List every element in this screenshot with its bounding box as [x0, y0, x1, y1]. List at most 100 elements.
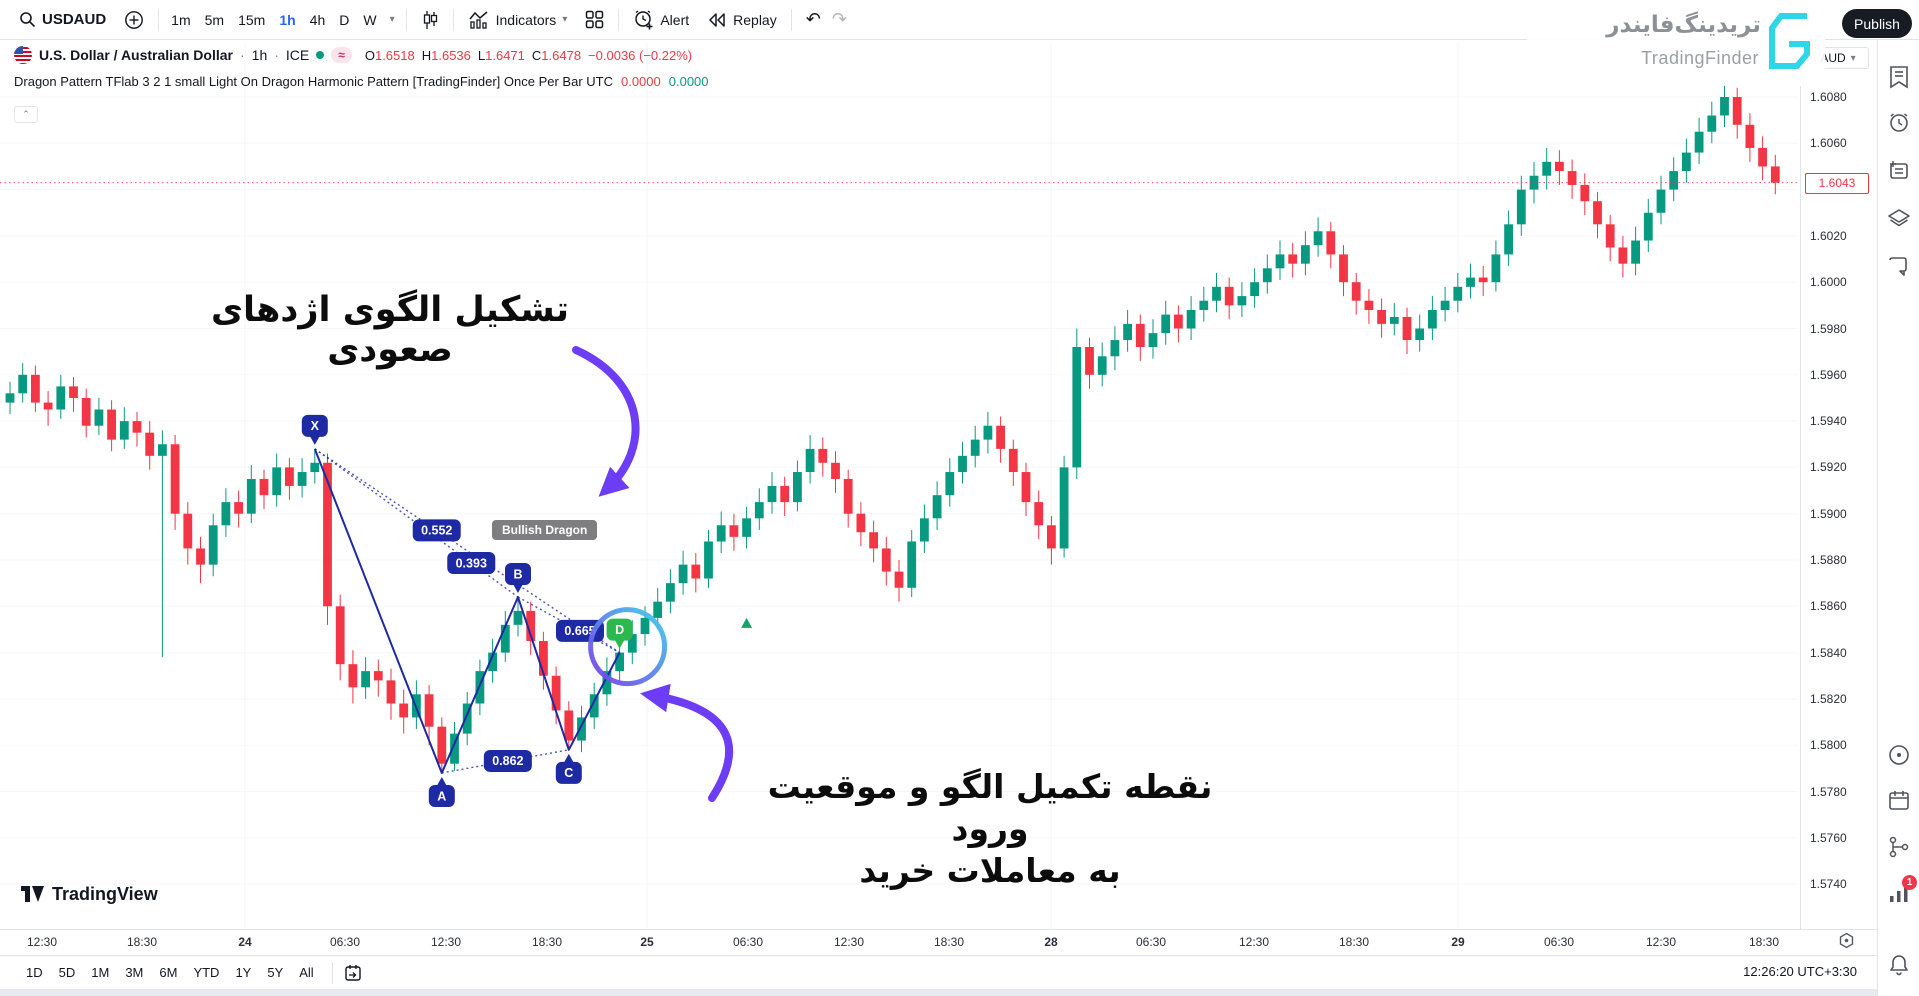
candle-body	[780, 485, 790, 503]
session-clock[interactable]: 12:26:20 UTC+3:30	[1743, 964, 1857, 979]
candle-body	[1389, 316, 1399, 324]
timeframe-1h[interactable]: 1h	[279, 11, 296, 28]
range-ytd[interactable]: YTD	[193, 965, 220, 980]
range-6m[interactable]: 6M	[159, 965, 178, 980]
replay-icon	[709, 12, 725, 27]
notification-badge: 1	[1902, 875, 1917, 890]
fib-label-box	[555, 619, 604, 642]
price-axis[interactable]: AUD ▾ 1.60801.60601.60401.60201.60001.59…	[1800, 40, 1877, 929]
currency-selector[interactable]: AUD ▾	[1807, 47, 1869, 69]
go-to-date-icon[interactable]	[343, 963, 363, 983]
candle-body	[1631, 240, 1640, 264]
candle-body	[1021, 472, 1031, 503]
range-1m[interactable]: 1M	[91, 965, 110, 980]
candle-body	[1275, 254, 1285, 269]
indicators-icon	[469, 10, 488, 29]
calendar-icon[interactable]	[1886, 788, 1912, 814]
price-tick: 1.6080	[1810, 90, 1847, 104]
candle-body	[1110, 340, 1120, 357]
candle-body	[1453, 286, 1463, 301]
chat-icon[interactable]	[1886, 254, 1912, 280]
layout-grid-button[interactable]	[576, 6, 613, 34]
range-1d[interactable]: 1D	[26, 965, 43, 980]
time-tick: 12:30	[833, 935, 865, 949]
range-all[interactable]: All	[299, 965, 314, 980]
help-target-icon[interactable]	[1886, 742, 1912, 768]
bottom-toolbar: 1D 5D 1M 3M 6M YTD 1Y 5Y All 12:26:20 UTC+3:30	[0, 955, 1877, 989]
candle-body	[831, 462, 840, 479]
pattern-point-D	[606, 618, 633, 641]
candle-body	[653, 601, 663, 618]
tradingview-logo[interactable]: TradingView	[20, 883, 158, 905]
price-tick: 1.5920	[1810, 460, 1847, 475]
chart-style-button[interactable]	[412, 6, 448, 34]
candle-body	[1250, 282, 1259, 297]
pattern-dotted-line	[314, 448, 519, 598]
timeframe-15m[interactable]: 15m	[238, 11, 266, 28]
range-5y[interactable]: 5Y	[267, 965, 284, 980]
news-list-icon[interactable]	[1886, 158, 1912, 184]
timeframe-5m[interactable]: 5m	[204, 11, 225, 28]
alert-label: Alert	[660, 11, 690, 28]
branch-icon[interactable]	[1886, 834, 1912, 860]
candle-body	[462, 703, 472, 734]
svg-text:A: A	[437, 789, 446, 803]
publish-button[interactable]: Publish	[1842, 9, 1912, 38]
pattern-name-tooltip: Bullish Dragon	[492, 520, 598, 540]
candle-body	[475, 671, 485, 704]
brand-name-farsi: تریدینگ‌فایندر	[1606, 12, 1761, 38]
timeframe-1m[interactable]: 1m	[171, 11, 191, 28]
candle-body	[970, 439, 980, 456]
chevron-down-icon[interactable]: ▾	[389, 14, 395, 25]
bell-icon[interactable]	[1886, 952, 1912, 978]
svg-text:D: D	[615, 623, 624, 637]
range-1y[interactable]: 1Y	[235, 965, 252, 980]
candle-body	[1605, 224, 1615, 248]
candle-body	[1364, 300, 1374, 310]
pattern-point-B	[505, 563, 531, 586]
interval-label: 1h	[251, 47, 268, 63]
compare-add-button[interactable]	[115, 6, 153, 34]
timeframe-4h[interactable]: 4h	[309, 11, 326, 28]
candle-body	[107, 409, 116, 440]
candle-body	[1643, 212, 1653, 241]
range-3m[interactable]: 3M	[125, 965, 144, 980]
indicator-legend[interactable]: Dragon Pattern TFlab 3 2 1 small Light O…	[14, 74, 709, 89]
candle-body	[297, 472, 307, 486]
candle-body	[1428, 309, 1437, 329]
candle-body	[1669, 171, 1679, 190]
alerts-clock-icon[interactable]	[1886, 110, 1912, 136]
indicators-button[interactable]: Indicators ▾	[459, 6, 577, 34]
timeframe-D[interactable]: D	[339, 11, 350, 28]
us-flag-icon	[14, 46, 32, 64]
timeframe-W[interactable]: W	[363, 11, 377, 28]
indicators-label: Indicators	[495, 11, 557, 28]
candle-body	[56, 386, 66, 410]
redo-button[interactable]: ↷	[831, 9, 847, 29]
candle-body	[424, 694, 434, 727]
data-feed-icon[interactable]: 1	[1886, 875, 1917, 906]
price-tick: 1.5740	[1810, 877, 1847, 892]
alert-button[interactable]: Alert	[624, 6, 698, 34]
undo-button[interactable]: ↶	[805, 9, 821, 29]
candle-body	[1504, 224, 1513, 255]
candle-body	[310, 462, 320, 473]
candle-body	[1301, 245, 1310, 264]
symbol-search[interactable]: USDAUD	[10, 6, 115, 34]
replay-button[interactable]: Replay	[698, 6, 786, 34]
candle-body	[119, 421, 129, 440]
harmonic-pattern-layer: 0.552 0.393 0.665 0.862 X A B C D	[301, 414, 753, 807]
watchlist-icon[interactable]	[1886, 64, 1912, 90]
time-axis[interactable]: 12:30 18:30 24 06:30 12:30 18:30 25 06:30 12:30 1…	[0, 929, 1877, 955]
axis-settings-icon[interactable]	[1838, 932, 1855, 949]
fib-label-box	[447, 551, 496, 574]
candle-body	[1313, 231, 1323, 246]
candle-body	[132, 421, 142, 433]
grid-layout-icon	[586, 10, 604, 29]
symbol-legend[interactable]: U.S. Dollar / Australian Dollar · 1h · I…	[14, 46, 692, 64]
candle-body	[1085, 347, 1094, 375]
range-5d[interactable]: 5D	[58, 965, 76, 980]
legend-collapse-button[interactable]: ⌃	[14, 106, 38, 123]
candle-body	[742, 518, 751, 537]
layers-icon[interactable]	[1886, 206, 1912, 232]
